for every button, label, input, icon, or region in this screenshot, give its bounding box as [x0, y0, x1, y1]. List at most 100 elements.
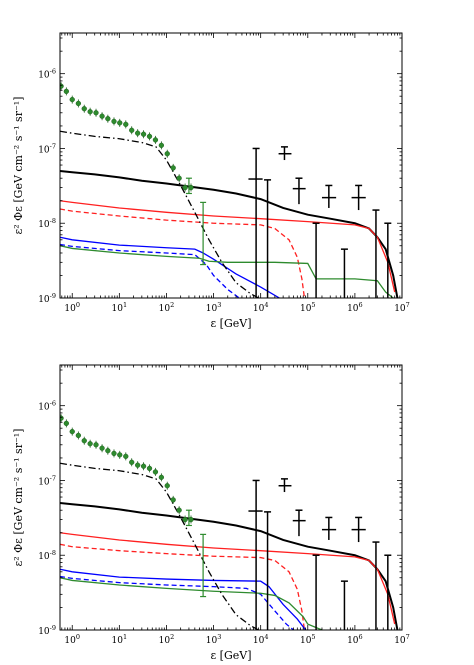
series-line-3 — [60, 236, 280, 298]
x-tick-label: 100 — [64, 633, 80, 646]
tick-base: 10 — [38, 403, 50, 413]
x-tick-label: 102 — [159, 301, 175, 314]
tick-exponent: 1 — [123, 633, 127, 641]
x-tick-label: 101 — [112, 633, 128, 646]
tick-exponent: 5 — [311, 633, 315, 641]
tick-base: 10 — [38, 71, 50, 81]
green-data-point — [87, 109, 93, 115]
plot-area — [60, 82, 399, 298]
green-data-point — [188, 516, 194, 523]
y-tick-label: 10-6 — [38, 400, 56, 413]
green-data-point — [63, 88, 69, 95]
x-tick-label: 105 — [300, 633, 316, 646]
tick-base: 10 — [64, 636, 76, 646]
green-data-point — [164, 151, 170, 157]
tick-base: 10 — [300, 636, 312, 646]
ticks — [60, 365, 403, 631]
tick-base: 10 — [112, 636, 124, 646]
y-tick-label: 10-6 — [38, 68, 56, 81]
green-data-point — [146, 465, 153, 472]
tick-base: 10 — [394, 304, 406, 314]
series-line-5 — [60, 577, 323, 630]
tick-base: 10 — [38, 477, 50, 487]
green-data-point — [123, 453, 129, 460]
tick-base: 10 — [347, 636, 359, 646]
x-tick-label: 103 — [206, 633, 222, 646]
tick-exponent: -8 — [50, 217, 56, 225]
series-line-2 — [60, 208, 306, 298]
tick-exponent: 6 — [359, 633, 363, 641]
tick-base: 10 — [300, 304, 312, 314]
tick-base: 10 — [206, 304, 218, 314]
tick-exponent: 6 — [359, 301, 363, 309]
tick-exponent: 1 — [123, 301, 127, 309]
tick-base: 10 — [38, 552, 50, 562]
tick-exponent: -6 — [50, 68, 56, 76]
green-data-point — [152, 137, 159, 143]
y-tick-label: 10-8 — [38, 217, 56, 230]
series-line-1 — [60, 200, 396, 293]
green-data-point — [69, 428, 75, 435]
green-data-point — [69, 96, 75, 103]
x-tick-label: 100 — [64, 301, 80, 314]
green-data-point — [182, 184, 188, 191]
tick-base: 10 — [159, 636, 171, 646]
x-tick-label: 101 — [112, 301, 128, 314]
tick-exponent: 3 — [217, 301, 221, 309]
x-tick-label: 102 — [159, 633, 175, 646]
series-line-6 — [60, 130, 259, 298]
x-tick-label: 104 — [253, 301, 269, 314]
green-data-point — [188, 184, 194, 191]
green-data-point — [129, 459, 135, 465]
green-data-point — [87, 441, 93, 447]
tick-base: 10 — [64, 304, 76, 314]
green-data-point — [176, 175, 182, 181]
green-data-point — [140, 463, 147, 469]
green-data-point — [135, 462, 141, 468]
green-data-point — [75, 100, 82, 107]
series-line-3 — [60, 568, 307, 630]
green-data-point — [170, 165, 176, 171]
y-tick-label: 10-8 — [38, 549, 56, 562]
green-data-point — [123, 121, 129, 128]
tick-exponent: 4 — [264, 301, 268, 309]
green-data-point — [176, 507, 182, 513]
green-data-point — [63, 420, 69, 427]
tick-base: 10 — [206, 636, 218, 646]
plot-frame — [59, 364, 403, 631]
series-line-5 — [60, 245, 394, 298]
green-data-point — [75, 432, 82, 439]
green-data-point — [146, 133, 153, 140]
tick-exponent: -7 — [50, 142, 56, 150]
ticks — [60, 33, 403, 299]
y-tick-label: 10-9 — [38, 292, 56, 305]
green-data-point — [99, 113, 105, 119]
green-data-point — [105, 448, 111, 454]
tick-base: 10 — [394, 636, 406, 646]
tick-exponent: 7 — [406, 301, 410, 309]
tick-exponent: 7 — [406, 633, 410, 641]
green-data-point — [81, 438, 87, 444]
x-tick-label: 106 — [347, 633, 363, 646]
series-line-2 — [60, 543, 306, 630]
series-line-1 — [60, 532, 396, 625]
y-tick-label: 10-7 — [38, 474, 56, 487]
series-line-6 — [60, 462, 259, 630]
x-tick-label: 107 — [394, 301, 410, 314]
tick-base: 10 — [38, 145, 50, 155]
tick-base: 10 — [253, 304, 265, 314]
tick-exponent: -7 — [50, 474, 56, 482]
tick-exponent: -9 — [50, 292, 56, 300]
tick-base: 10 — [38, 627, 50, 637]
green-data-point — [152, 469, 159, 475]
y-tick-label: 10-7 — [38, 142, 56, 155]
green-data-point — [158, 142, 165, 149]
y-axis-label: ε² Φε [GeV cm⁻² s⁻¹ sr⁻¹] — [12, 429, 25, 567]
x-tick-label: 106 — [347, 301, 363, 314]
green-data-point — [117, 452, 123, 458]
green-data-point — [170, 497, 176, 503]
x-tick-label: 107 — [394, 633, 410, 646]
tick-base: 10 — [159, 304, 171, 314]
green-data-point — [93, 442, 99, 448]
tick-base: 10 — [347, 304, 359, 314]
